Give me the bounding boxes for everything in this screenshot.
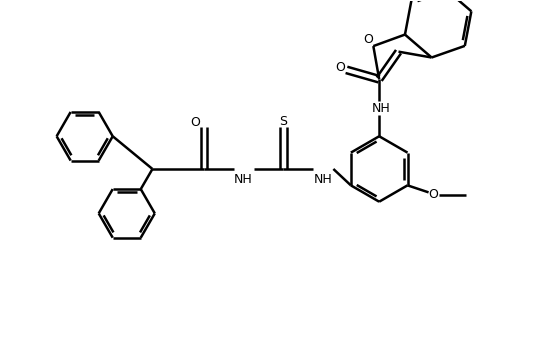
Text: O: O — [364, 33, 374, 45]
Text: O: O — [335, 61, 345, 74]
Text: NH: NH — [372, 102, 391, 115]
Text: O: O — [191, 116, 201, 129]
Text: S: S — [279, 115, 287, 128]
Text: O: O — [429, 188, 438, 201]
Text: NH: NH — [313, 173, 333, 186]
Text: NH: NH — [234, 173, 253, 186]
